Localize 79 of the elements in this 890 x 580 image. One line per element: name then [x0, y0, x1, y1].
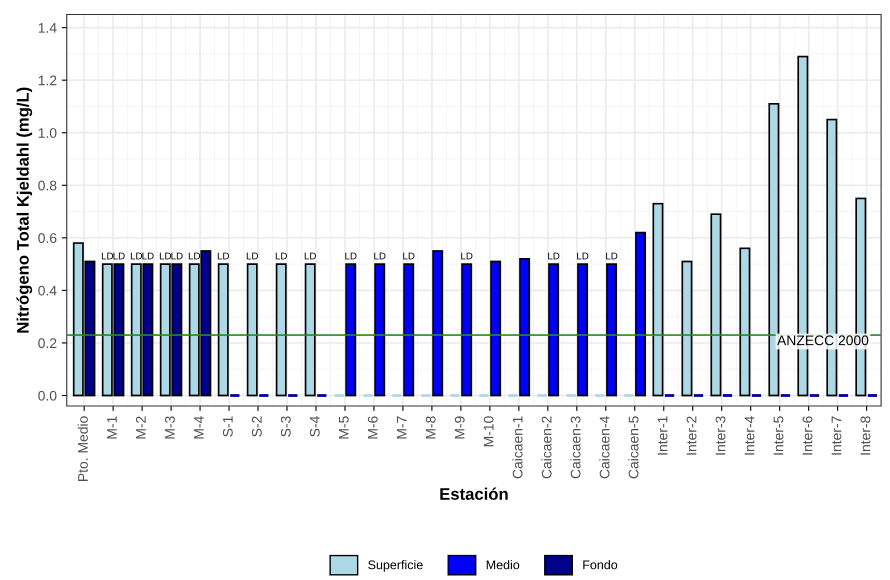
x-tick-label: Caicaen-5 — [628, 416, 638, 478]
x-tick-label: Inter-7 — [832, 416, 842, 455]
x-tick-label: M-2 — [136, 416, 146, 438]
bar — [681, 260, 692, 396]
bar — [577, 263, 588, 396]
bar — [461, 263, 472, 396]
data-label: LD — [606, 252, 618, 260]
y-tick-label: 0.2 — [38, 338, 56, 348]
y-tick-label: 1.0 — [38, 128, 56, 138]
x-tick-label: Pto. Medio — [78, 416, 88, 481]
bar — [739, 248, 750, 396]
x-tick-label: Inter-4 — [744, 416, 754, 455]
bar — [490, 260, 502, 396]
bar — [652, 202, 664, 396]
legend-label: Medio — [486, 560, 520, 570]
x-tick-label: Inter-6 — [802, 416, 812, 455]
data-label: LD — [171, 252, 183, 260]
x-tick-label: Inter-3 — [716, 416, 726, 455]
y-tick-label: 0.0 — [38, 390, 56, 401]
y-tick-label: 1.2 — [38, 76, 56, 86]
bar — [218, 263, 229, 396]
y-tick-label: 0.6 — [38, 233, 56, 244]
x-tick-label: M-10 — [484, 416, 494, 446]
legend-label: Superficie — [368, 560, 423, 572]
data-label: LD — [276, 252, 287, 260]
x-tick-label: M-3 — [164, 416, 175, 438]
bar — [519, 258, 530, 396]
data-label: LD — [130, 252, 142, 260]
data-label: LD — [142, 252, 154, 260]
data-label: LD — [577, 252, 588, 260]
data-label: LD — [114, 252, 125, 260]
bar — [606, 263, 618, 396]
bar — [304, 263, 316, 396]
data-label: LD — [304, 252, 316, 260]
x-tick-label: S-2 — [252, 416, 262, 437]
bar — [635, 232, 646, 396]
x-tick-label: Caicaen-3 — [570, 416, 581, 478]
y-tick-label: 1.4 — [38, 23, 57, 33]
y-tick-label: 0.8 — [38, 180, 56, 190]
bar — [548, 263, 560, 396]
ref-line-label: ANZECC 2000 — [777, 335, 868, 346]
x-tick-label: Caicaen-1 — [512, 416, 523, 478]
x-tick-label: Caicaen-2 — [541, 416, 552, 478]
bar — [345, 263, 356, 396]
x-tick-label: M-8 — [426, 416, 436, 438]
y-axis-title: Nitrógeno Total Kjeldahl (mg/L) — [16, 88, 32, 333]
data-label: LD — [345, 252, 357, 260]
x-tick-label: S-1 — [222, 416, 233, 437]
x-tick-label: Inter-8 — [860, 416, 870, 455]
x-tick-label: Inter-5 — [774, 416, 784, 455]
x-tick-label: M-9 — [454, 416, 465, 438]
data-label: LD — [403, 252, 414, 260]
x-tick-label: M-6 — [368, 416, 378, 438]
x-tick-label: Inter-2 — [686, 416, 696, 455]
bar — [403, 263, 414, 396]
x-axis-title: Estación — [440, 488, 508, 500]
x-tick-label: S-4 — [310, 416, 320, 437]
data-label: LD — [188, 252, 200, 260]
bar — [710, 213, 722, 396]
bar — [374, 263, 386, 396]
x-tick-label: Caicaen-4 — [599, 416, 610, 478]
data-label: LD — [548, 252, 560, 260]
bar — [276, 263, 287, 396]
x-tick-label: M-4 — [194, 416, 204, 438]
data-label: LD — [102, 252, 114, 260]
data-label: LD — [374, 252, 386, 260]
data-label: LD — [160, 252, 172, 260]
bar — [432, 250, 444, 396]
x-tick-label: Inter-1 — [658, 416, 668, 455]
x-tick-label: M-7 — [396, 416, 407, 438]
data-label: LD — [246, 252, 258, 260]
bar — [246, 263, 258, 396]
data-label: LD — [461, 252, 472, 260]
legend-label: Fondo — [583, 560, 618, 570]
x-tick-label: M-1 — [107, 416, 117, 438]
x-tick-label: M-5 — [339, 416, 349, 438]
data-label: LD — [218, 252, 229, 260]
x-tick-label: S-3 — [280, 416, 291, 437]
y-tick-label: 0.4 — [38, 286, 57, 296]
